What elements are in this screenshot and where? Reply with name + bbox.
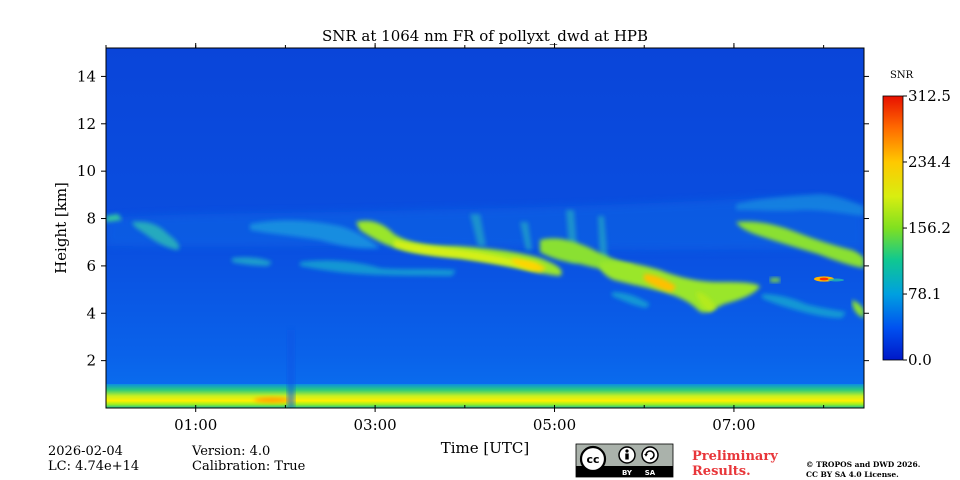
colorbar-tick-label: 234.4 bbox=[908, 153, 951, 171]
colorbar-tick-label: 156.2 bbox=[908, 219, 951, 237]
colorbar bbox=[882, 95, 904, 361]
colorbar-tick-label: 78.1 bbox=[908, 285, 941, 303]
cc-icon bbox=[579, 445, 607, 473]
x-tick-label: 05:00 bbox=[533, 416, 576, 434]
y-tick-label: 8 bbox=[86, 210, 96, 228]
y-tick-label: 6 bbox=[86, 257, 96, 275]
version-text: Version: 4.0 bbox=[192, 444, 271, 459]
preliminary-line-2: Results. bbox=[692, 464, 751, 479]
x-tick-label: 01:00 bbox=[174, 416, 217, 434]
colorbar-tick-label: 312.5 bbox=[908, 87, 951, 105]
sa-icon bbox=[641, 446, 659, 464]
y-axis-label: Height [km] bbox=[52, 182, 70, 274]
colorbar-tick-label: 0.0 bbox=[908, 351, 932, 369]
copyright-notice: © TROPOS and DWD 2026. CC BY SA 4.0 Lice… bbox=[806, 460, 920, 480]
cc-text: cc bbox=[586, 453, 599, 466]
y-tick-label: 4 bbox=[86, 304, 96, 322]
x-axis-label: Time [UTC] bbox=[441, 439, 530, 457]
sa-text: SA bbox=[645, 469, 656, 477]
chart-title: SNR at 1064 nm FR of pollyxt_dwd at HPB bbox=[322, 27, 648, 45]
date-text: 2026-02-04 bbox=[48, 444, 123, 459]
preliminary-line-1: Preliminary bbox=[692, 449, 778, 464]
cc-license-badge: cc BY SA bbox=[575, 443, 674, 478]
y-axis-ticks: 2 4 6 8 10 12 14 bbox=[77, 67, 869, 370]
surface-hotspot bbox=[254, 397, 290, 403]
by-text: BY bbox=[622, 469, 633, 477]
x-tick-label: 03:00 bbox=[353, 416, 396, 434]
info-date-block: 2026-02-04 LC: 4.74e+14 bbox=[48, 444, 139, 474]
y-tick-label: 10 bbox=[77, 162, 96, 180]
lc-text: LC: 4.74e+14 bbox=[48, 459, 140, 474]
y-tick-label: 14 bbox=[77, 67, 96, 85]
plot-frame bbox=[105, 47, 865, 409]
info-version-block: Version: 4.0 Calibration: True bbox=[192, 444, 305, 474]
y-tick-label: 12 bbox=[77, 115, 96, 133]
surface-layer bbox=[106, 384, 864, 408]
preliminary-results: Preliminary Results. bbox=[692, 449, 778, 479]
x-axis-ticks: 01:00 03:00 05:00 07:00 bbox=[105, 43, 825, 434]
calibration-text: Calibration: True bbox=[192, 459, 306, 474]
colorbar-ticks: 0.0 78.1 156.2 234.4 312.5 bbox=[903, 87, 951, 369]
copyright-line-1: © TROPOS and DWD 2026. bbox=[806, 460, 921, 469]
surface-gap bbox=[287, 330, 295, 408]
cloud-layers bbox=[106, 194, 864, 318]
copyright-line-2: CC BY SA 4.0 License. bbox=[806, 470, 899, 479]
y-tick-label: 2 bbox=[86, 352, 96, 370]
colorbar-label: SNR bbox=[890, 70, 914, 81]
x-tick-label: 07:00 bbox=[712, 416, 755, 434]
